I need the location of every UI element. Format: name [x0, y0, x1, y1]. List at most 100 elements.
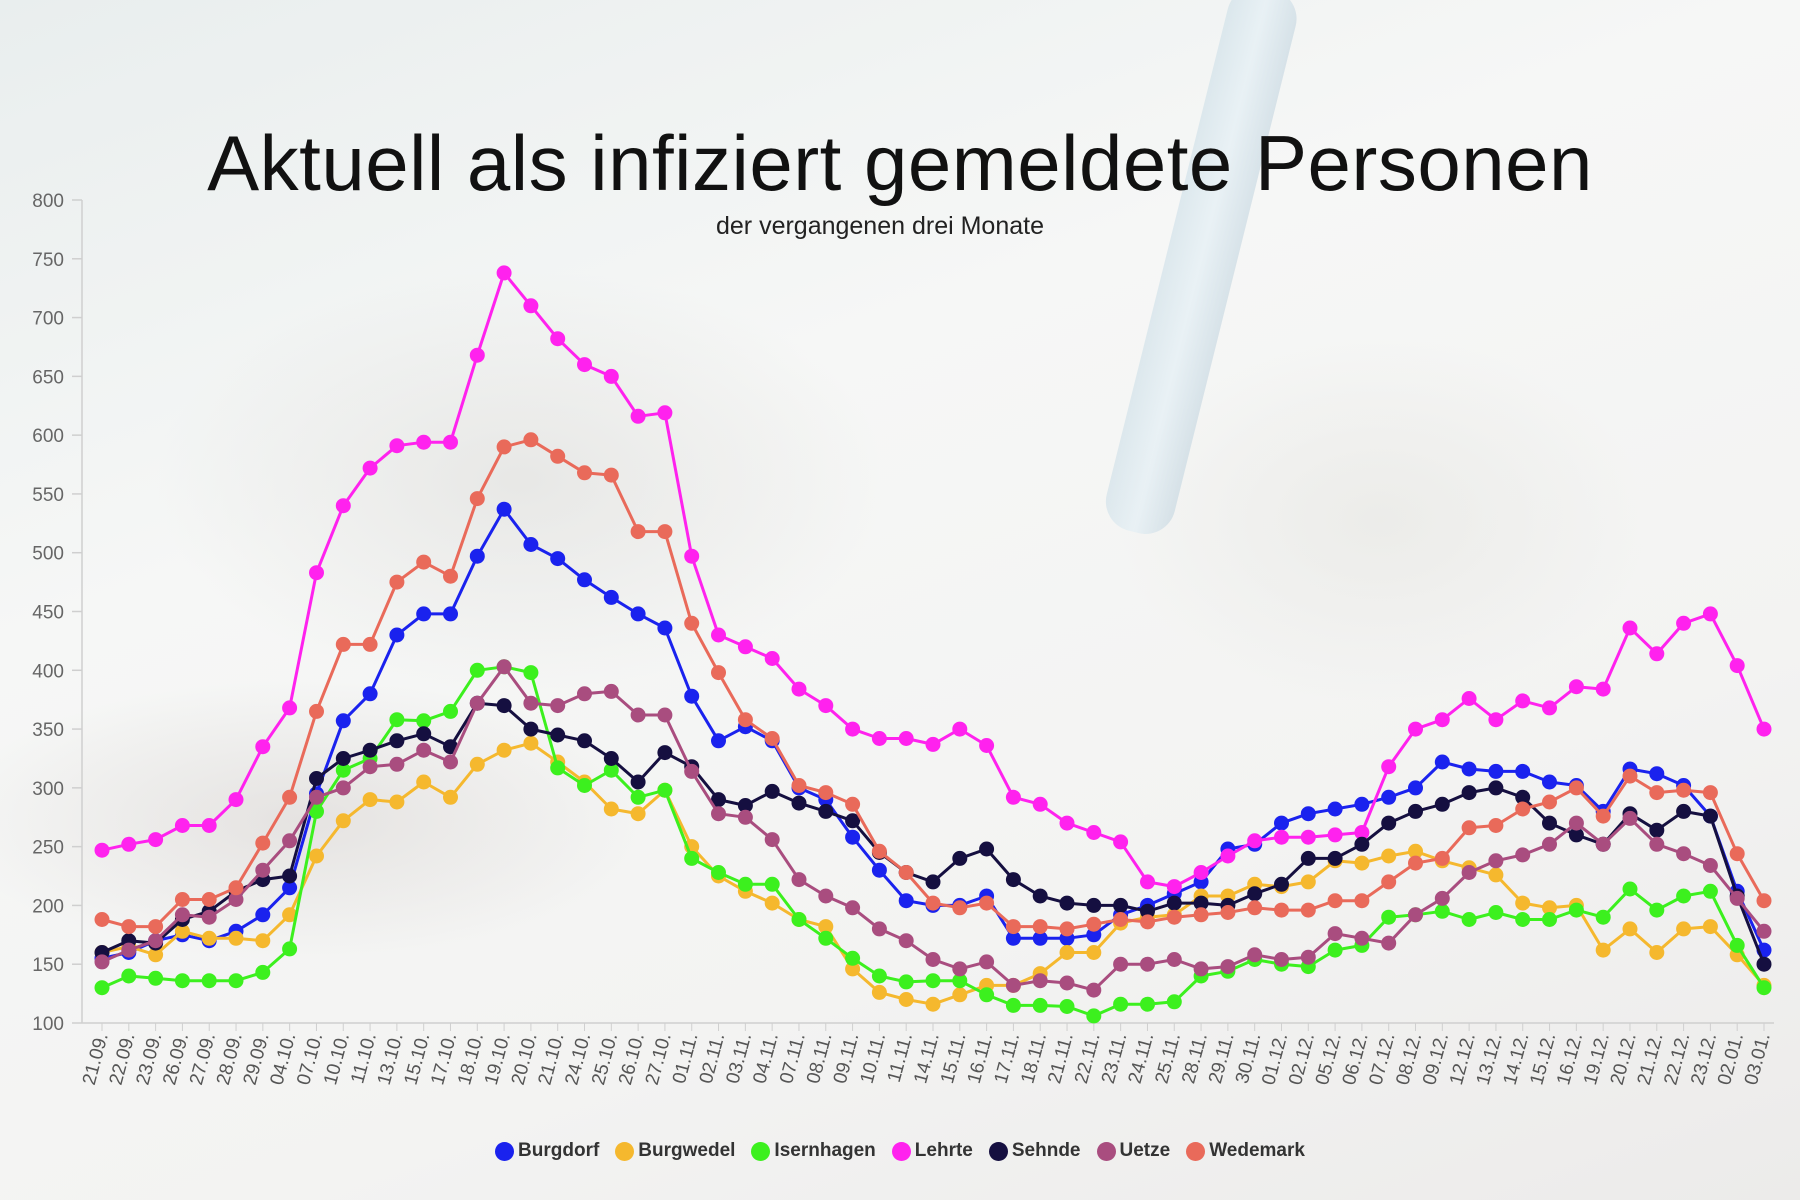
data-point [550, 698, 566, 714]
data-point [603, 368, 619, 384]
data-point [1274, 952, 1289, 967]
data-point [228, 930, 244, 946]
y-tick-label: 650 [32, 367, 64, 388]
y-tick-label: 200 [32, 896, 64, 917]
data-point [1032, 919, 1048, 935]
data-point [1622, 881, 1638, 897]
data-point [1032, 888, 1048, 904]
data-point [255, 907, 271, 923]
data-point [845, 829, 861, 845]
data-point [630, 806, 646, 822]
data-point [952, 900, 968, 916]
y-tick-label: 150 [32, 955, 64, 976]
data-point [255, 862, 271, 878]
data-point [1354, 893, 1370, 909]
data-point [469, 491, 485, 507]
y-tick-label: 350 [32, 720, 64, 741]
data-point [818, 919, 834, 935]
legend-item: Sehnde [988, 1140, 1081, 1162]
data-point [818, 930, 834, 946]
data-point [898, 731, 914, 746]
data-point [496, 742, 512, 758]
data-point [1649, 646, 1665, 662]
data-point [148, 970, 164, 986]
data-point [630, 408, 646, 424]
data-point [174, 923, 190, 939]
data-point [1086, 916, 1102, 932]
data-point [1461, 865, 1477, 880]
data-point [925, 895, 941, 911]
data-point [362, 742, 378, 758]
y-tick-label: 450 [32, 603, 64, 624]
data-point [871, 731, 887, 746]
data-point [603, 683, 619, 699]
data-point [1676, 921, 1692, 937]
data-point [1247, 900, 1263, 916]
data-point [1086, 897, 1102, 913]
data-point [1649, 822, 1665, 838]
data-point [1756, 923, 1772, 939]
data-point [201, 973, 217, 989]
data-point [1327, 893, 1343, 909]
data-point [1005, 789, 1021, 805]
data-point [496, 501, 512, 517]
data-point [1515, 801, 1531, 817]
data-point [1408, 843, 1423, 859]
data-point [550, 760, 566, 776]
data-point [335, 713, 351, 729]
data-point [1702, 858, 1718, 873]
data-point [1408, 721, 1423, 737]
data-point [201, 818, 217, 833]
data-point [362, 636, 378, 652]
data-point [1488, 853, 1504, 869]
data-point [952, 850, 968, 866]
data-point [1247, 886, 1263, 902]
data-point [952, 961, 968, 977]
data-point [1515, 789, 1531, 805]
data-point [1488, 905, 1504, 920]
legend-marker-icon [988, 1141, 1008, 1161]
data-point [174, 973, 190, 989]
data-point [1461, 912, 1477, 927]
data-point [1461, 761, 1477, 777]
data-point [335, 751, 351, 766]
data-point [1729, 846, 1745, 862]
legend-item: Isernhagen [751, 1140, 876, 1162]
data-point [577, 733, 592, 749]
data-point [925, 973, 941, 989]
data-point [1488, 780, 1504, 796]
data-point [1702, 785, 1718, 801]
data-point [952, 973, 968, 989]
data-point [845, 961, 861, 977]
data-point [1113, 912, 1129, 927]
data-point [979, 954, 995, 970]
data-point [416, 774, 432, 790]
data-point [1595, 909, 1611, 925]
data-point [818, 698, 834, 714]
data-point [577, 572, 592, 588]
data-point [469, 695, 485, 711]
data-point [871, 862, 887, 878]
data-point [255, 933, 271, 949]
data-point [711, 627, 726, 643]
data-point [1140, 956, 1155, 972]
data-point [1166, 879, 1182, 895]
data-point [898, 992, 914, 1007]
legend-label: Isernhagen [774, 1140, 876, 1161]
data-point [1595, 942, 1611, 958]
data-point [1595, 681, 1611, 697]
data-point [1756, 893, 1772, 909]
data-point [1113, 834, 1129, 850]
legend-marker-icon [495, 1141, 515, 1161]
data-point [1166, 994, 1182, 1010]
data-point [1274, 876, 1289, 892]
data-point [1515, 847, 1531, 863]
y-tick-label: 250 [32, 838, 64, 859]
data-point [309, 565, 324, 581]
data-point [1166, 895, 1182, 911]
data-point [845, 796, 861, 812]
data-point [979, 738, 995, 753]
data-point [1622, 620, 1638, 636]
data-point [1622, 921, 1638, 937]
data-point [657, 524, 673, 540]
